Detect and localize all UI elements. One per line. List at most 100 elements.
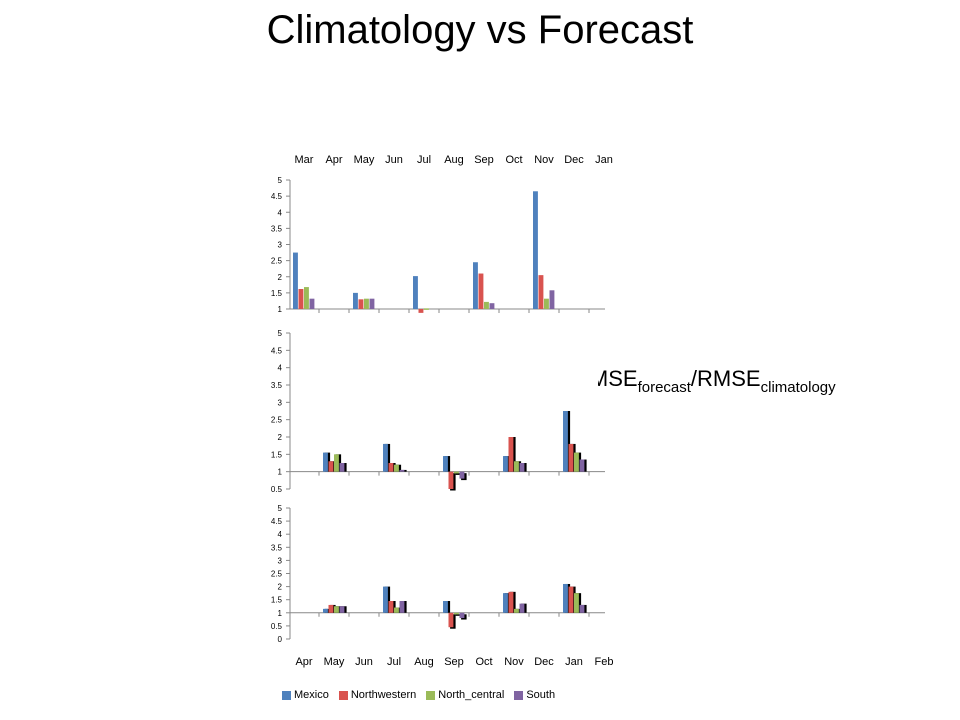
bar-north-central — [454, 612, 459, 615]
slide-title: Climatology vs Forecast — [266, 8, 694, 52]
bar-northwestern — [568, 443, 574, 472]
legend-swatch-north-central — [426, 690, 436, 700]
month-label: Jul — [417, 154, 431, 166]
bar-south — [519, 603, 525, 613]
y-tick-label: 1 — [278, 609, 283, 618]
y-tick-label: 3.5 — [271, 224, 283, 233]
bar-north-central — [484, 301, 489, 309]
bar-south — [339, 463, 345, 472]
y-tick-label: 0 — [278, 635, 283, 644]
month-label: Aug — [414, 656, 434, 668]
month-label: Mar — [295, 154, 314, 166]
legend-swatch-mexico — [282, 690, 291, 700]
top-month-labels: Mar Apr May Jun Jul Aug Sep Oct Nov Dec Jan — [295, 154, 613, 166]
y-tick-label: 1.5 — [271, 289, 283, 298]
bar-mexico — [323, 608, 328, 613]
bar-shadow — [455, 614, 462, 616]
y-tick-label: 1.5 — [271, 450, 283, 459]
bar-northwestern — [538, 275, 544, 309]
legend-swatch-south — [514, 690, 524, 700]
y-tick-label: 2 — [278, 273, 283, 282]
bar-northwestern — [358, 299, 364, 309]
bar-south — [579, 604, 585, 613]
bar-south — [519, 463, 525, 472]
y-tick-label: 2 — [278, 583, 283, 592]
y-tick-label: 5 — [278, 329, 283, 338]
bar-north-central — [304, 287, 309, 309]
bar-south — [399, 601, 405, 613]
bar-south — [489, 303, 495, 309]
legend-item-northwestern: Northwestern — [338, 689, 416, 701]
y-tick-label: 4.5 — [271, 517, 283, 526]
month-label: Feb — [595, 656, 614, 668]
bar-north-central — [574, 452, 579, 472]
bar-north-central — [424, 308, 429, 310]
bar-south — [549, 290, 555, 309]
y-tick-label: 1 — [278, 468, 283, 477]
month-label: May — [354, 154, 375, 166]
y-tick-label: 4.5 — [271, 346, 283, 355]
bar-mexico — [503, 593, 508, 613]
y-tick-label: 3 — [278, 398, 283, 407]
bar-south — [459, 612, 465, 619]
bar-northwestern — [508, 437, 514, 472]
panel-2: 0.5 1 1.5 2 2.5 3 3.5 4 4.5 5 — [271, 329, 605, 494]
bar-northwestern — [328, 461, 334, 472]
bar-northwestern — [328, 604, 334, 613]
legend-item-mexico: Mexico — [282, 689, 329, 701]
bar-south — [339, 606, 345, 613]
bar-northwestern — [448, 612, 454, 628]
y-tick-label: 4 — [278, 530, 283, 539]
month-label: Jan — [595, 154, 613, 166]
bar-north-central — [544, 298, 549, 309]
y-tick-label: 1.5 — [271, 596, 283, 605]
y-tick-label: 5 — [278, 504, 283, 513]
bar-northwestern — [388, 463, 394, 472]
y-tick-label: 2.5 — [271, 257, 283, 266]
bar-north-central — [514, 608, 519, 613]
bar-south — [399, 469, 405, 472]
month-label: Apr — [295, 656, 312, 668]
legend-item-north-central: North_central — [426, 689, 504, 701]
y-tick-label: 3 — [278, 556, 283, 565]
y-tick-label: 4 — [278, 208, 283, 217]
month-label: Oct — [475, 656, 492, 668]
bar-south — [579, 459, 585, 472]
y-tick-label: 5 — [278, 176, 283, 185]
month-label: Nov — [534, 154, 554, 166]
bar-mexico — [473, 262, 478, 309]
month-label: Jul — [387, 656, 401, 668]
chart-legend: Mexico Northwestern North_central South — [282, 686, 559, 704]
month-label: Jun — [355, 656, 373, 668]
month-label: Oct — [505, 154, 522, 166]
bar-north-central — [334, 606, 339, 613]
bar-northwestern — [478, 273, 484, 309]
bar-mexico — [413, 276, 418, 309]
month-label: Dec — [534, 656, 554, 668]
bar-northwestern — [448, 471, 454, 489]
bar-north-central — [454, 471, 459, 474]
month-label: Nov — [504, 656, 524, 668]
bar-south — [369, 298, 375, 309]
rmse-ratio-label: RMSEforecast/RMSEclimatology — [598, 366, 836, 396]
bar-northwestern — [568, 586, 574, 613]
bar-north-central — [394, 607, 399, 613]
month-label: Jan — [565, 656, 583, 668]
bar-south — [459, 471, 465, 479]
y-tick-label: 1 — [278, 305, 283, 314]
y-tick-label: 0.5 — [271, 485, 283, 494]
bar-mexico — [293, 252, 298, 309]
month-label: May — [324, 656, 345, 668]
y-tick-label: 4 — [278, 364, 283, 373]
bar-south — [309, 298, 315, 309]
bar-mexico — [563, 583, 568, 613]
bar-mexico — [443, 456, 448, 472]
bar-north-central — [334, 454, 339, 472]
bar-northwestern — [508, 591, 514, 613]
bar-mexico — [323, 452, 328, 472]
legend-swatch-northwestern — [338, 690, 348, 700]
y-tick-label: 2 — [278, 433, 283, 442]
bar-mexico — [503, 456, 508, 472]
bar-north-central — [514, 461, 519, 472]
